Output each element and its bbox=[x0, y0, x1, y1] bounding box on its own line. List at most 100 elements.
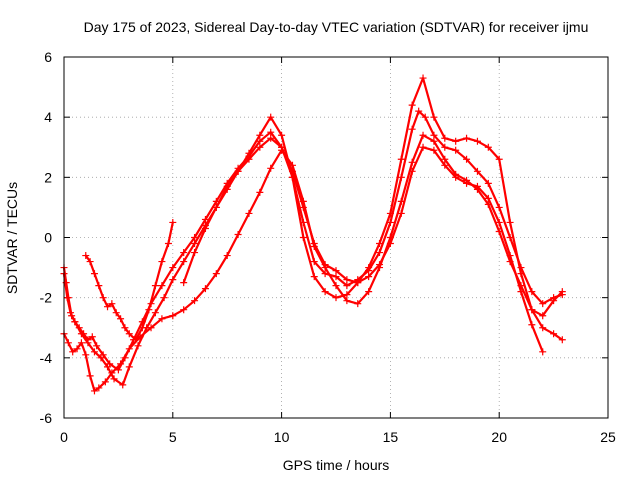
data-point bbox=[332, 294, 340, 302]
data-point bbox=[191, 234, 199, 241]
y-tick-label: -4 bbox=[40, 350, 53, 366]
data-point bbox=[158, 258, 166, 266]
data-point bbox=[121, 324, 129, 332]
axis-ticks: 0 5 10 15 20 25 -6 -4 -2 0 2 4 6 bbox=[40, 49, 616, 445]
data-point bbox=[376, 261, 384, 269]
x-tick-label: 5 bbox=[169, 429, 177, 445]
data-point bbox=[408, 125, 416, 133]
data-point bbox=[430, 137, 438, 145]
x-tick-label: 20 bbox=[491, 429, 507, 445]
data-point bbox=[125, 345, 133, 353]
data-point bbox=[90, 387, 98, 395]
data-point bbox=[101, 378, 109, 386]
data-point bbox=[191, 249, 199, 257]
data-point bbox=[376, 240, 384, 248]
data-point bbox=[223, 182, 231, 190]
data-point bbox=[558, 288, 566, 296]
data-point bbox=[110, 375, 118, 383]
data-point bbox=[93, 342, 101, 350]
data-point bbox=[158, 315, 166, 323]
data-point bbox=[191, 297, 199, 305]
data-point bbox=[463, 179, 471, 187]
data-point bbox=[484, 179, 492, 187]
data-point bbox=[419, 131, 427, 139]
y-tick-label: 2 bbox=[44, 169, 52, 185]
data-point bbox=[125, 330, 133, 338]
data-point bbox=[212, 270, 220, 278]
data-point bbox=[484, 194, 492, 202]
data-series bbox=[60, 74, 566, 395]
x-tick-label: 0 bbox=[60, 429, 68, 445]
data-point bbox=[408, 158, 416, 166]
data-point bbox=[63, 294, 71, 302]
data-point bbox=[365, 273, 373, 281]
data-point bbox=[245, 149, 253, 157]
data-point bbox=[117, 315, 125, 323]
data-point bbox=[201, 224, 209, 232]
data-point bbox=[506, 218, 514, 226]
data-point bbox=[119, 381, 127, 389]
data-point bbox=[64, 339, 72, 347]
data-point bbox=[77, 330, 85, 338]
data-point bbox=[430, 113, 438, 121]
data-point bbox=[495, 218, 503, 226]
data-point bbox=[180, 279, 188, 287]
data-point bbox=[517, 288, 525, 296]
data-point bbox=[82, 252, 90, 260]
data-point bbox=[506, 252, 514, 260]
data-point bbox=[104, 363, 112, 371]
data-point bbox=[386, 209, 394, 217]
series-line bbox=[62, 110, 564, 371]
data-point bbox=[452, 137, 460, 145]
data-point bbox=[419, 74, 427, 82]
data-point bbox=[256, 137, 264, 145]
data-point bbox=[452, 146, 460, 154]
data-point bbox=[441, 143, 449, 151]
series-track-5 bbox=[180, 74, 566, 320]
data-point bbox=[539, 348, 547, 356]
data-point bbox=[408, 101, 416, 109]
y-tick-label: -2 bbox=[40, 290, 53, 306]
data-point bbox=[112, 309, 120, 317]
data-point bbox=[288, 173, 296, 181]
x-tick-label: 10 bbox=[274, 429, 290, 445]
series-track-1 bbox=[60, 107, 566, 374]
data-point bbox=[473, 167, 481, 175]
data-point bbox=[397, 173, 405, 181]
data-point bbox=[71, 318, 79, 326]
data-point bbox=[267, 164, 275, 172]
data-point bbox=[558, 336, 566, 344]
data-point bbox=[160, 294, 168, 302]
data-point bbox=[256, 188, 264, 196]
data-point bbox=[201, 285, 209, 293]
data-point bbox=[69, 348, 77, 356]
data-point bbox=[365, 264, 373, 272]
data-point bbox=[90, 348, 98, 356]
data-point bbox=[245, 209, 253, 217]
data-point bbox=[539, 324, 547, 332]
data-point bbox=[180, 249, 188, 257]
data-point bbox=[138, 324, 146, 332]
data-point bbox=[82, 351, 90, 359]
data-point bbox=[125, 363, 133, 371]
y-tick-label: 6 bbox=[44, 49, 52, 65]
data-point bbox=[169, 312, 177, 320]
data-point bbox=[484, 143, 492, 151]
data-point bbox=[67, 309, 75, 317]
data-point bbox=[310, 258, 318, 266]
data-point bbox=[267, 128, 275, 136]
data-point bbox=[343, 276, 351, 284]
data-point bbox=[117, 360, 125, 368]
data-point bbox=[88, 333, 96, 341]
data-point bbox=[151, 309, 159, 317]
data-point bbox=[397, 155, 405, 163]
data-point bbox=[463, 134, 471, 142]
series-line bbox=[84, 221, 174, 341]
data-point bbox=[278, 131, 286, 139]
data-point bbox=[151, 282, 159, 290]
data-point bbox=[223, 252, 231, 260]
data-point bbox=[267, 134, 275, 142]
data-point bbox=[441, 134, 449, 142]
data-point bbox=[419, 143, 427, 151]
